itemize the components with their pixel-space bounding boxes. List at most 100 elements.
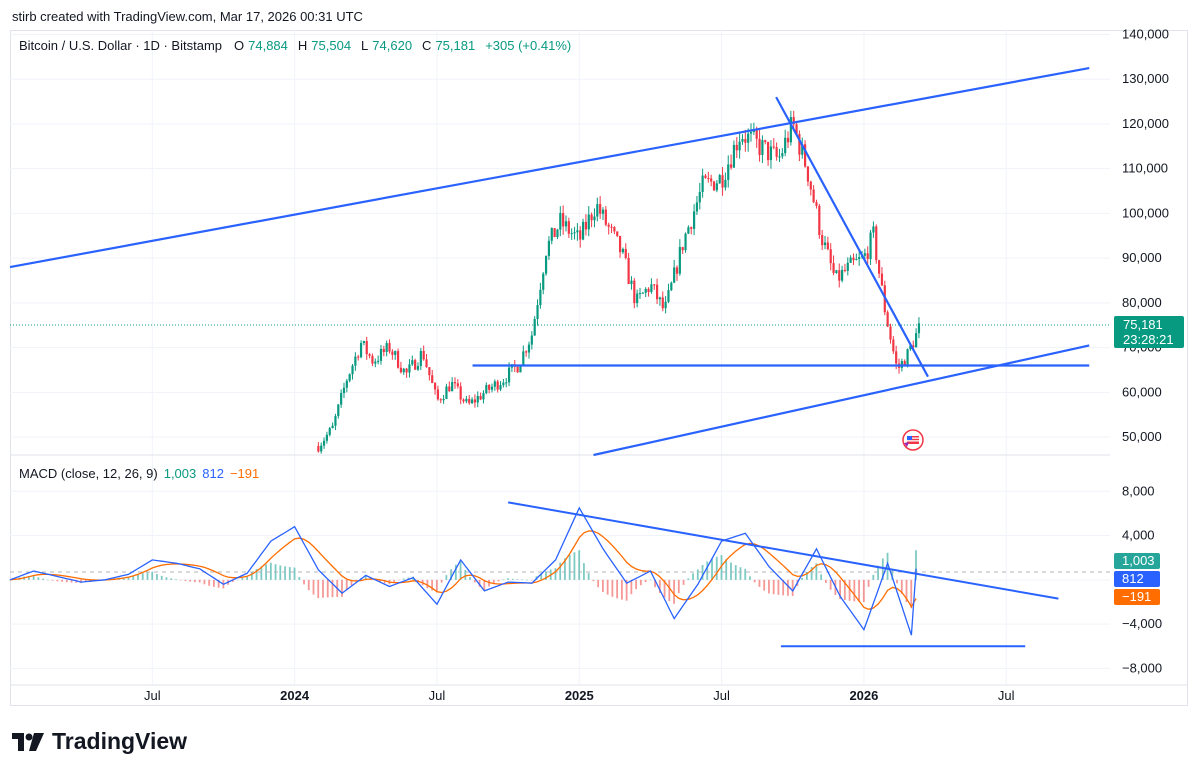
histogram-bar xyxy=(70,579,73,583)
histogram-bar xyxy=(9,579,11,581)
histogram-bar xyxy=(824,579,827,583)
candle-body xyxy=(453,382,457,384)
histogram-bar xyxy=(502,579,505,581)
candle-body xyxy=(917,323,921,334)
time-tick-label: 2024 xyxy=(280,688,310,703)
histogram-bar xyxy=(141,573,144,580)
candle-body xyxy=(357,356,360,358)
candle-body xyxy=(416,366,420,370)
macd-legend[interactable]: MACD (close, 12, 26, 9) 1,003 812 −191 xyxy=(19,466,259,481)
histogram-bar xyxy=(151,571,154,580)
histogram-bar xyxy=(611,579,614,597)
histogram-bar xyxy=(526,579,528,581)
candle-body xyxy=(325,434,328,441)
histogram-bar xyxy=(317,579,320,599)
histogram-bar xyxy=(431,579,434,591)
candle-body xyxy=(641,292,644,294)
histogram-bar xyxy=(725,559,728,580)
histogram-bar xyxy=(620,579,623,600)
candle-body xyxy=(761,140,764,155)
close-label: C xyxy=(422,38,432,53)
candle-body xyxy=(465,398,468,402)
candle-body xyxy=(724,179,727,188)
histogram-bar xyxy=(435,579,438,593)
histogram-bar xyxy=(720,555,723,580)
histogram-bar xyxy=(663,579,666,598)
histogram-bar xyxy=(89,579,92,582)
histogram-bar xyxy=(639,579,642,586)
price-candles xyxy=(317,110,921,454)
signal-value: 812 xyxy=(202,466,224,481)
candle-body xyxy=(849,257,852,263)
candle-body xyxy=(803,144,807,167)
histogram-bar xyxy=(711,558,713,580)
candle-body xyxy=(832,263,835,274)
candle-body xyxy=(886,312,889,327)
candle-body xyxy=(419,350,422,367)
histogram-bar xyxy=(787,579,789,596)
trendline-macd-resistance xyxy=(507,501,1059,600)
candle-body xyxy=(448,386,451,392)
brand-name: TradingView xyxy=(52,728,188,754)
histogram-bar xyxy=(42,578,45,580)
candle-body xyxy=(414,360,417,370)
candle-body xyxy=(379,348,383,361)
candle-body xyxy=(507,367,511,383)
histogram-bar xyxy=(843,579,846,601)
histogram-bar xyxy=(379,579,381,583)
histogram-bar xyxy=(554,568,557,580)
candle-body xyxy=(650,284,653,293)
histogram-bar xyxy=(426,579,429,589)
candle-body xyxy=(601,209,605,214)
tradingview-logo[interactable]: TradingView xyxy=(12,728,187,755)
candle-body xyxy=(579,230,582,240)
candle-body xyxy=(855,259,858,261)
candle-body xyxy=(829,249,832,264)
candle-body xyxy=(627,257,630,285)
histogram-bar xyxy=(805,571,808,580)
price-tick-label: 110,000 xyxy=(1122,161,1168,176)
histogram-bar xyxy=(293,567,296,580)
low-label: L xyxy=(361,38,369,53)
close-value: 75,181 xyxy=(435,38,476,53)
histogram-bar xyxy=(464,570,467,580)
histogram-bar xyxy=(269,562,272,580)
histogram-bar xyxy=(507,578,509,580)
time-tick-label: Jul xyxy=(429,688,446,703)
histogram-bar xyxy=(322,579,324,598)
candle-body xyxy=(869,232,872,260)
histogram-bar xyxy=(454,564,457,580)
candle-body xyxy=(570,233,573,235)
candle-body xyxy=(692,211,696,229)
candle-body xyxy=(670,282,673,291)
candle-body xyxy=(576,230,579,233)
candle-body xyxy=(590,214,593,221)
histogram-bar xyxy=(127,576,130,580)
candle-body xyxy=(613,227,616,232)
candle-body xyxy=(342,387,346,394)
histogram-bar xyxy=(530,579,533,581)
histogram-bar xyxy=(440,579,443,583)
candle-body xyxy=(710,178,713,182)
candle-body xyxy=(385,343,388,352)
flag-icon[interactable] xyxy=(902,429,924,451)
histogram-bar xyxy=(312,579,315,595)
candle-body xyxy=(878,260,881,274)
candle-body xyxy=(550,228,553,241)
histogram-bar xyxy=(132,575,135,580)
trendline-descending-resistance xyxy=(775,96,929,378)
histogram-bar xyxy=(630,579,633,595)
candle-body xyxy=(502,382,505,386)
candle-body xyxy=(451,382,454,392)
histogram-bar xyxy=(749,576,751,580)
macd-tick-label: −4,000 xyxy=(1122,616,1162,631)
candle-body xyxy=(547,240,551,256)
candle-body xyxy=(402,368,405,373)
time-tick-label: Jul xyxy=(713,688,730,703)
price-tick-label: 50,000 xyxy=(1122,429,1162,444)
bar-countdown: 23:28:21 xyxy=(1123,332,1174,347)
candle-body xyxy=(340,393,343,405)
candle-body xyxy=(687,227,690,234)
